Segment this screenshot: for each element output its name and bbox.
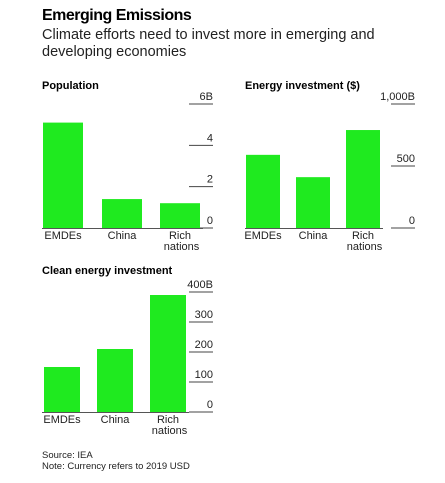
x-tick-label: EMDEs: [43, 414, 81, 426]
y-tick-label: 200: [195, 339, 213, 351]
page-title: Emerging Emissions: [42, 7, 192, 24]
bar: [346, 130, 380, 228]
source: Source: IEA: [42, 450, 93, 461]
chart-title: Clean energy investment: [42, 265, 173, 277]
bar: [97, 349, 133, 412]
x-tick-label: Rich nations: [344, 230, 383, 253]
y-tick-label: 4: [207, 132, 213, 144]
chart-title: Energy investment ($): [245, 80, 360, 92]
x-tick-label: China: [299, 230, 329, 242]
bar: [150, 295, 186, 412]
y-tick-label: 500: [397, 153, 415, 165]
bar: [44, 367, 80, 412]
bar: [43, 122, 83, 228]
x-tick-label: Rich nations: [161, 230, 200, 253]
page-subtitle: Climate efforts need to invest more in e…: [42, 27, 375, 60]
y-tick-label: 0: [409, 215, 415, 227]
y-tick-label: 0: [207, 399, 213, 411]
y-tick-label: 100: [195, 369, 213, 381]
note: Note: Currency refers to 2019 USD: [42, 461, 190, 472]
chart-title: Population: [42, 80, 99, 92]
x-tick-label: China: [108, 230, 138, 242]
bar: [102, 199, 142, 228]
x-tick-label: China: [101, 414, 131, 426]
bar: [160, 203, 200, 228]
y-tick-label: 0: [207, 215, 213, 227]
y-tick-label: 300: [195, 309, 213, 321]
x-tick-label: EMDEs: [44, 230, 82, 242]
y-tick-label: 1,000B: [380, 91, 415, 103]
x-tick-label: Rich nations: [149, 414, 188, 437]
y-tick-label: 400B: [187, 279, 213, 291]
y-tick-label: 2: [207, 174, 213, 186]
y-tick-label: 6B: [200, 91, 213, 103]
bar: [296, 177, 330, 228]
x-tick-label: EMDEs: [244, 230, 282, 242]
bar: [246, 154, 280, 228]
